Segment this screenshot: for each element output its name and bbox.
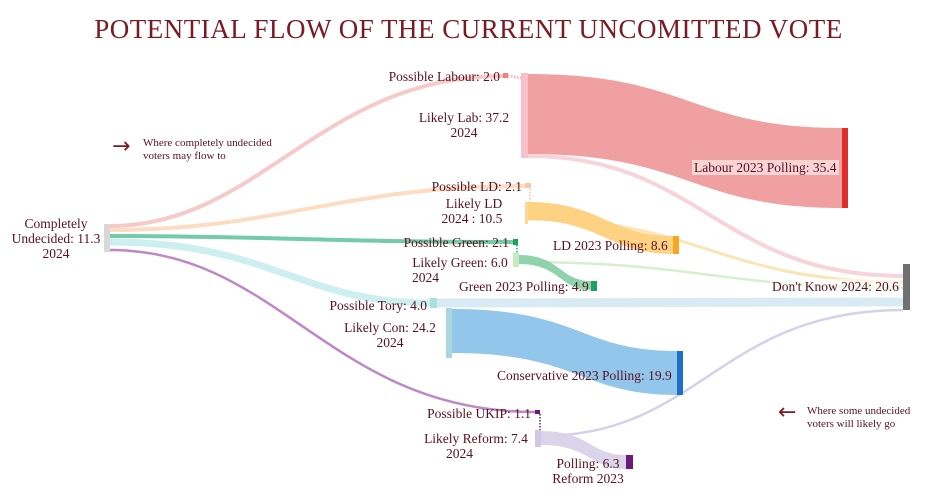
- node-possible-ukip: [535, 410, 540, 414]
- flow-possible-labour-likely-lab: [507, 74, 523, 80]
- label-likely-ld: Likely LD : 10.5 2024: [441, 196, 503, 226]
- flow-possible-tory-dont-know: [436, 297, 904, 308]
- flow-likely-ld-ld-2023: [528, 202, 673, 254]
- right-arrow-icon: →: [112, 134, 131, 159]
- label-dont-know: Don't Know 2024: 20.6: [770, 279, 901, 294]
- node-labour-2023: [842, 128, 848, 208]
- nodes: [104, 73, 910, 469]
- node-likely-ld: [525, 202, 528, 224]
- label-reform-2023: Polling: 6.3 Reform 2023: [552, 456, 624, 486]
- flow-likely-green-green-2023: [519, 255, 591, 290]
- label-undecided: Completely Undecided: 11.3 2024: [11, 216, 101, 261]
- node-possible-green: [513, 239, 518, 245]
- node-dont-know: [903, 264, 910, 310]
- label-likely-green: Likely Green: 6.0 2024: [412, 255, 508, 285]
- chart-title: POTENTIAL FLOW OF THE CURRENT UNCOMITTED…: [94, 14, 843, 44]
- label-likely-reform: Likely Reform: 7.4 2024: [424, 431, 528, 461]
- label-possible-labour: Possible Labour: 2.0: [388, 69, 500, 84]
- label-labour-2023: Labour 2023 Polling: 35.4: [692, 160, 839, 175]
- label-conservative-2023: Conservative 2023 Polling: 19.9: [497, 368, 672, 383]
- node-likely-con: [446, 308, 452, 358]
- flow-likely-lab-labour-2023: [528, 74, 842, 208]
- label-likely-con: Likely Con: 24.2 2024: [344, 320, 436, 350]
- label-ld-2023: LD 2023 Polling: 8.6: [553, 238, 668, 253]
- node-possible-ld: [525, 183, 531, 188]
- node-ld-2023: [673, 236, 679, 254]
- left-arrow-icon: ←: [778, 400, 797, 425]
- annotation-right: Where some undecided voters will likely …: [807, 405, 911, 430]
- label-possible-tory: Possible Tory: 4.0: [329, 298, 427, 313]
- label-possible-green: Possible Green: 2.1: [403, 235, 509, 250]
- node-reform-2023: [626, 455, 633, 469]
- node-likely-lab: [521, 73, 528, 158]
- label-green-2023: Green 2023 Polling: 4.9: [459, 279, 589, 294]
- node-green-2023: [591, 281, 597, 291]
- possible-to-likely-connectors: [507, 74, 541, 430]
- flow-undecided-possible-ukip: [109, 248, 536, 414]
- annotation-left: Where completely undecided voters may fl…: [143, 137, 272, 162]
- flow-likely-reform-dont-know: [540, 308, 904, 438]
- node-likely-reform: [535, 430, 541, 447]
- flow-likely-con-conservative-2023: [452, 309, 677, 395]
- node-possible-tory: [430, 298, 437, 308]
- flows-from-undecided: [109, 74, 536, 414]
- node-likely-green: [513, 253, 519, 267]
- node-conservative-2023: [677, 351, 683, 395]
- node-undecided: [104, 224, 110, 252]
- node-possible-labour: [503, 73, 508, 78]
- flow-undecided-possible-labour: [109, 74, 504, 228]
- label-possible-ukip: Possible UKIP: 1.1: [427, 406, 531, 421]
- flow-likely-lab-dont-know: [527, 154, 904, 278]
- flow-likely-reform-reform-2023: [541, 431, 626, 469]
- flow-undecided-possible-tory: [109, 238, 431, 307]
- flow-undecided-possible-ld: [109, 184, 526, 232]
- flow-undecided-possible-green: [109, 234, 514, 244]
- label-likely-lab: Likely Lab: 37.2 2024: [418, 110, 510, 140]
- label-possible-ld: Possible LD: 2.1: [431, 179, 522, 194]
